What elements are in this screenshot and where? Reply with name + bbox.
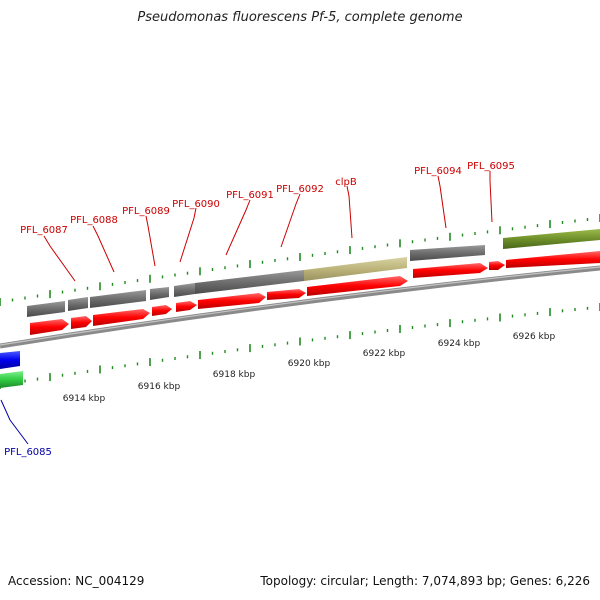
gene-block-pfl-6095[interactable] (503, 229, 600, 249)
scale-label: 6920 kbp (288, 359, 331, 369)
gene-label-pfl-6095[interactable]: PFL_6095 (467, 161, 515, 172)
gene-label-pfl-6089[interactable]: PFL_6089 (122, 206, 170, 217)
cds-arrow-pfl-6090[interactable] (176, 301, 197, 312)
gene-block-pfl-6085[interactable] (0, 351, 20, 369)
cds-arrow-pfl-6085[interactable] (0, 371, 23, 388)
scale-label: 6924 kbp (438, 339, 481, 349)
gene-blocks-outer (27, 229, 600, 317)
gene-label-pfl-6090[interactable]: PFL_6090 (172, 199, 220, 210)
scale-label: 6926 kbp (513, 332, 556, 342)
gene-labels: PFL_6087 PFL_6088 PFL_6089 PFL_6090 PFL_… (20, 161, 515, 236)
topology-text: Topology: circular; Length: 7,074,893 bp… (260, 574, 590, 588)
gene-label-pfl-6088[interactable]: PFL_6088 (70, 215, 118, 226)
cds-arrows-forward (30, 251, 600, 335)
gene-label-pfl-6087[interactable]: PFL_6087 (20, 225, 68, 236)
gene-label-clpb[interactable]: clpB (335, 177, 357, 188)
cds-arrow-pfl-6087[interactable] (30, 319, 69, 335)
cds-arrow-clpb[interactable] (307, 276, 408, 296)
tick-row-outer (0, 214, 600, 306)
cds-arrow-pfl-6095-b[interactable] (506, 251, 600, 268)
cds-arrow-pfl-6088-a[interactable] (71, 316, 92, 329)
cds-arrow-pfl-6094[interactable] (413, 263, 488, 278)
cds-arrow-pfl-6089[interactable] (152, 305, 172, 316)
cds-arrow-pfl-6088-b[interactable] (93, 309, 150, 326)
cds-arrow-pfl-6091[interactable] (198, 293, 266, 309)
scale-labels: 6914 kbp 6916 kbp 6918 kbp 6920 kbp 6922… (63, 332, 556, 404)
label-leader-pfl-6085 (0, 399, 29, 445)
gene-block-pfl-6087[interactable] (27, 301, 65, 317)
cds-arrow-pfl-6095-a[interactable] (489, 261, 505, 270)
accession-text: Accession: NC_004129 (8, 574, 145, 588)
gene-block-pfl-6094[interactable] (410, 245, 485, 261)
gene-block-pfl-6088-a[interactable] (68, 297, 88, 311)
scale-label: 6914 kbp (63, 394, 106, 404)
gene-label-pfl-6085[interactable]: PFL_6085 (4, 447, 52, 458)
gene-block-pfl-6088-b[interactable] (90, 290, 146, 308)
tick-row-inner (0, 303, 600, 389)
label-leaders (43, 171, 493, 282)
scale-label: 6916 kbp (138, 382, 181, 392)
gene-label-pfl-6091[interactable]: PFL_6091 (226, 190, 274, 201)
gene-block-clpb[interactable] (304, 257, 407, 281)
gene-label-pfl-6092[interactable]: PFL_6092 (276, 184, 324, 195)
gene-block-pfl-6089[interactable] (150, 287, 169, 300)
genome-backbone-highlight (0, 266, 600, 346)
gene-label-pfl-6094[interactable]: PFL_6094 (414, 166, 462, 177)
gene-block-pfl-6091-92[interactable] (195, 270, 304, 294)
genome-backbone (0, 265, 600, 349)
cds-arrow-pfl-6092[interactable] (267, 289, 306, 300)
scale-label: 6922 kbp (363, 349, 406, 359)
scale-label: 6918 kbp (213, 370, 256, 380)
map-title: Pseudomonas fluorescens Pf-5, complete g… (137, 10, 463, 25)
gene-block-pfl-6090[interactable] (174, 283, 195, 297)
